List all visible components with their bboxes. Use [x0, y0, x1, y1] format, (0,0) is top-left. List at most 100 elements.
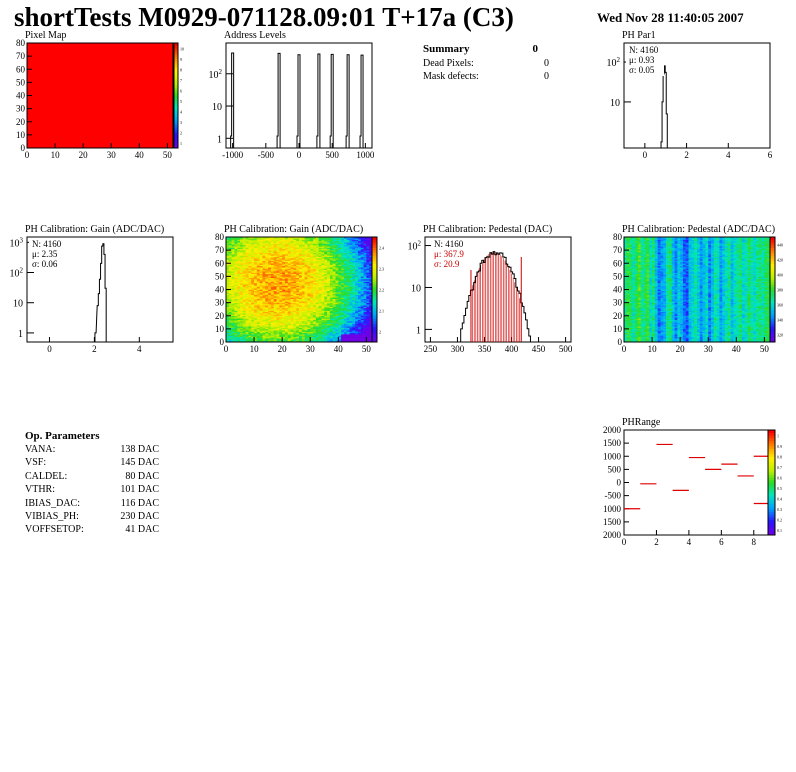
- ph-gain-map-cell: [363, 339, 367, 341]
- ph-gain-map-cell: [321, 334, 325, 336]
- ph-gain-map-cell: [290, 247, 294, 250]
- ph-gain-map-cell: [321, 284, 325, 286]
- ph-gain-map-cell: [228, 240, 232, 243]
- ph-gain-map-cell: [287, 238, 291, 240]
- ph-gain-map-cell: [276, 251, 280, 254]
- ph-pedestal-map-cell: [635, 328, 639, 331]
- ph-gain-map-cell: [307, 319, 311, 322]
- ph-gain-map-cell: [282, 339, 286, 341]
- ph-gain-map-cell: [265, 334, 269, 336]
- ph-gain-map-cell: [276, 311, 280, 314]
- ph-gain-map-cell: [335, 319, 339, 322]
- ph-gain-map-cell: [313, 322, 317, 324]
- ph-gain-map-cell: [279, 282, 283, 285]
- ph-gain-map-cell: [279, 264, 283, 267]
- ph-pedestal-map-cell: [640, 307, 644, 310]
- ph-gain-map-cell: [332, 240, 336, 243]
- ph-gain-map-cell: [293, 290, 297, 293]
- ph-pedestal-map-cell: [632, 237, 636, 239]
- ph-gain-map-cell: [346, 272, 350, 275]
- pixel-map-y-tick-label: 80: [16, 38, 26, 48]
- ph-gain-map-cell: [321, 248, 325, 251]
- ph-pedestal-map-cell: [635, 290, 639, 293]
- ph-gain-map-cell: [265, 251, 269, 254]
- ph-gain-map-cell: [327, 305, 331, 307]
- ph-gain-map-cell: [262, 258, 266, 260]
- ph-gain-map-cell: [279, 332, 283, 335]
- ph-pedestal-map-cell: [632, 313, 636, 315]
- ph-gain-map-cell: [270, 285, 275, 288]
- ph-gain-map-cell: [313, 301, 317, 303]
- ph-gain-map-cell: [245, 238, 249, 240]
- ph-gain-map-cell: [296, 289, 300, 292]
- ph-gain-map-cell: [251, 243, 255, 246]
- ph-gain-map-cell: [226, 272, 230, 275]
- ph-gain-map-cell: [369, 315, 373, 318]
- ph-pedestal-map-cell: [624, 273, 628, 276]
- ph-gain-map-cell: [268, 237, 272, 239]
- ph-gain-map-cell: [248, 302, 252, 305]
- ph-gain-map-cell: [332, 246, 336, 248]
- ph-gain-map-cell: [290, 279, 294, 281]
- ph-gain-map-cell: [234, 332, 238, 335]
- ph-gain-map-cell: [256, 242, 260, 244]
- ph-gain-map-cell: [313, 327, 317, 330]
- ph-pedestal-map-cell: [635, 331, 639, 334]
- ph-gain-map-cell: [304, 260, 308, 263]
- ph-gain-map-cell: [273, 267, 277, 269]
- ph-gain-map-cell: [265, 250, 269, 252]
- ph-gain-map-cell: [273, 258, 277, 260]
- ph-gain-map-cell: [245, 319, 249, 322]
- ph-gain-map-cell: [234, 252, 238, 255]
- ph-pedestal-map-cell: [638, 248, 642, 251]
- ph-gain-map-cell: [254, 292, 258, 294]
- ph-gain-map-cell: [296, 318, 300, 320]
- ph-gain-map-cell: [363, 297, 367, 299]
- ph-gain-map-cell: [299, 328, 303, 331]
- ph-gain-map-cell: [329, 277, 333, 280]
- ph-gain-map-cell: [318, 306, 322, 309]
- ph-gain-map-cell: [254, 330, 258, 332]
- ph-gain-map-cell: [240, 306, 244, 309]
- ph-gain-map-cell: [349, 259, 353, 261]
- ph-gain-map-cell: [329, 332, 333, 335]
- ph-gain-map-cell: [301, 260, 305, 263]
- ph-pedestal-map-cell: [632, 248, 636, 251]
- ph-gain-map-cell: [296, 243, 300, 246]
- ph-gain-map-cell: [273, 275, 277, 277]
- ph-gain-map-cell: [360, 319, 364, 322]
- ph-gain-map-cell: [231, 251, 235, 254]
- ph-gain-map-cell: [279, 243, 283, 246]
- ph-gain-map-cell: [318, 315, 322, 318]
- ph-gain-map-cell: [343, 261, 348, 264]
- ph-pedestal-map-cell: [638, 300, 642, 302]
- ph-gain-map-cell: [290, 273, 294, 276]
- ph-gain-map-cell: [273, 286, 277, 289]
- ph-gain-map-cell: [321, 252, 325, 255]
- ph-gain-map-cell: [363, 260, 367, 263]
- ph-gain-map-cell: [248, 256, 252, 259]
- ph-gain-map-cell: [228, 331, 232, 334]
- ph-gain-map-cell: [313, 303, 317, 306]
- ph-gain-map-cell: [299, 306, 303, 309]
- ph-gain-map-cell: [332, 277, 336, 280]
- ph-gain-map-cell: [346, 264, 350, 267]
- ph-gain-map-cell: [284, 310, 289, 313]
- ph-gain-map-cell: [262, 240, 266, 243]
- ph-gain-map-cell: [357, 306, 362, 309]
- ph-gain-map-cell: [296, 251, 300, 254]
- ph-gain-map-cell: [360, 302, 364, 305]
- ph-gain-map-cell: [234, 250, 238, 252]
- ph-gain-map-cell: [349, 293, 353, 296]
- ph-gain-map-cell: [254, 272, 258, 275]
- ph-gain-map-cell: [251, 327, 255, 330]
- ph-gain-map-cell: [327, 279, 331, 281]
- ph-gain-map-cell: [296, 255, 300, 257]
- ph-gain-map-cell: [352, 284, 356, 286]
- ph-gain-map-cell: [234, 319, 238, 322]
- ph-gain-map-cell: [346, 267, 350, 269]
- ph-gain-map-cell: [273, 307, 277, 310]
- ph-gain-map-cell: [307, 252, 311, 255]
- ph-pedestal-map-cell: [635, 317, 639, 319]
- ph-gain-map-cell: [343, 263, 348, 265]
